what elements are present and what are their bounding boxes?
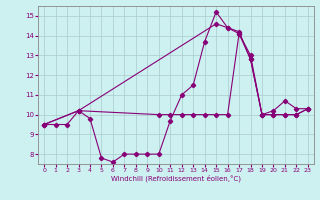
X-axis label: Windchill (Refroidissement éolien,°C): Windchill (Refroidissement éolien,°C) bbox=[111, 175, 241, 182]
